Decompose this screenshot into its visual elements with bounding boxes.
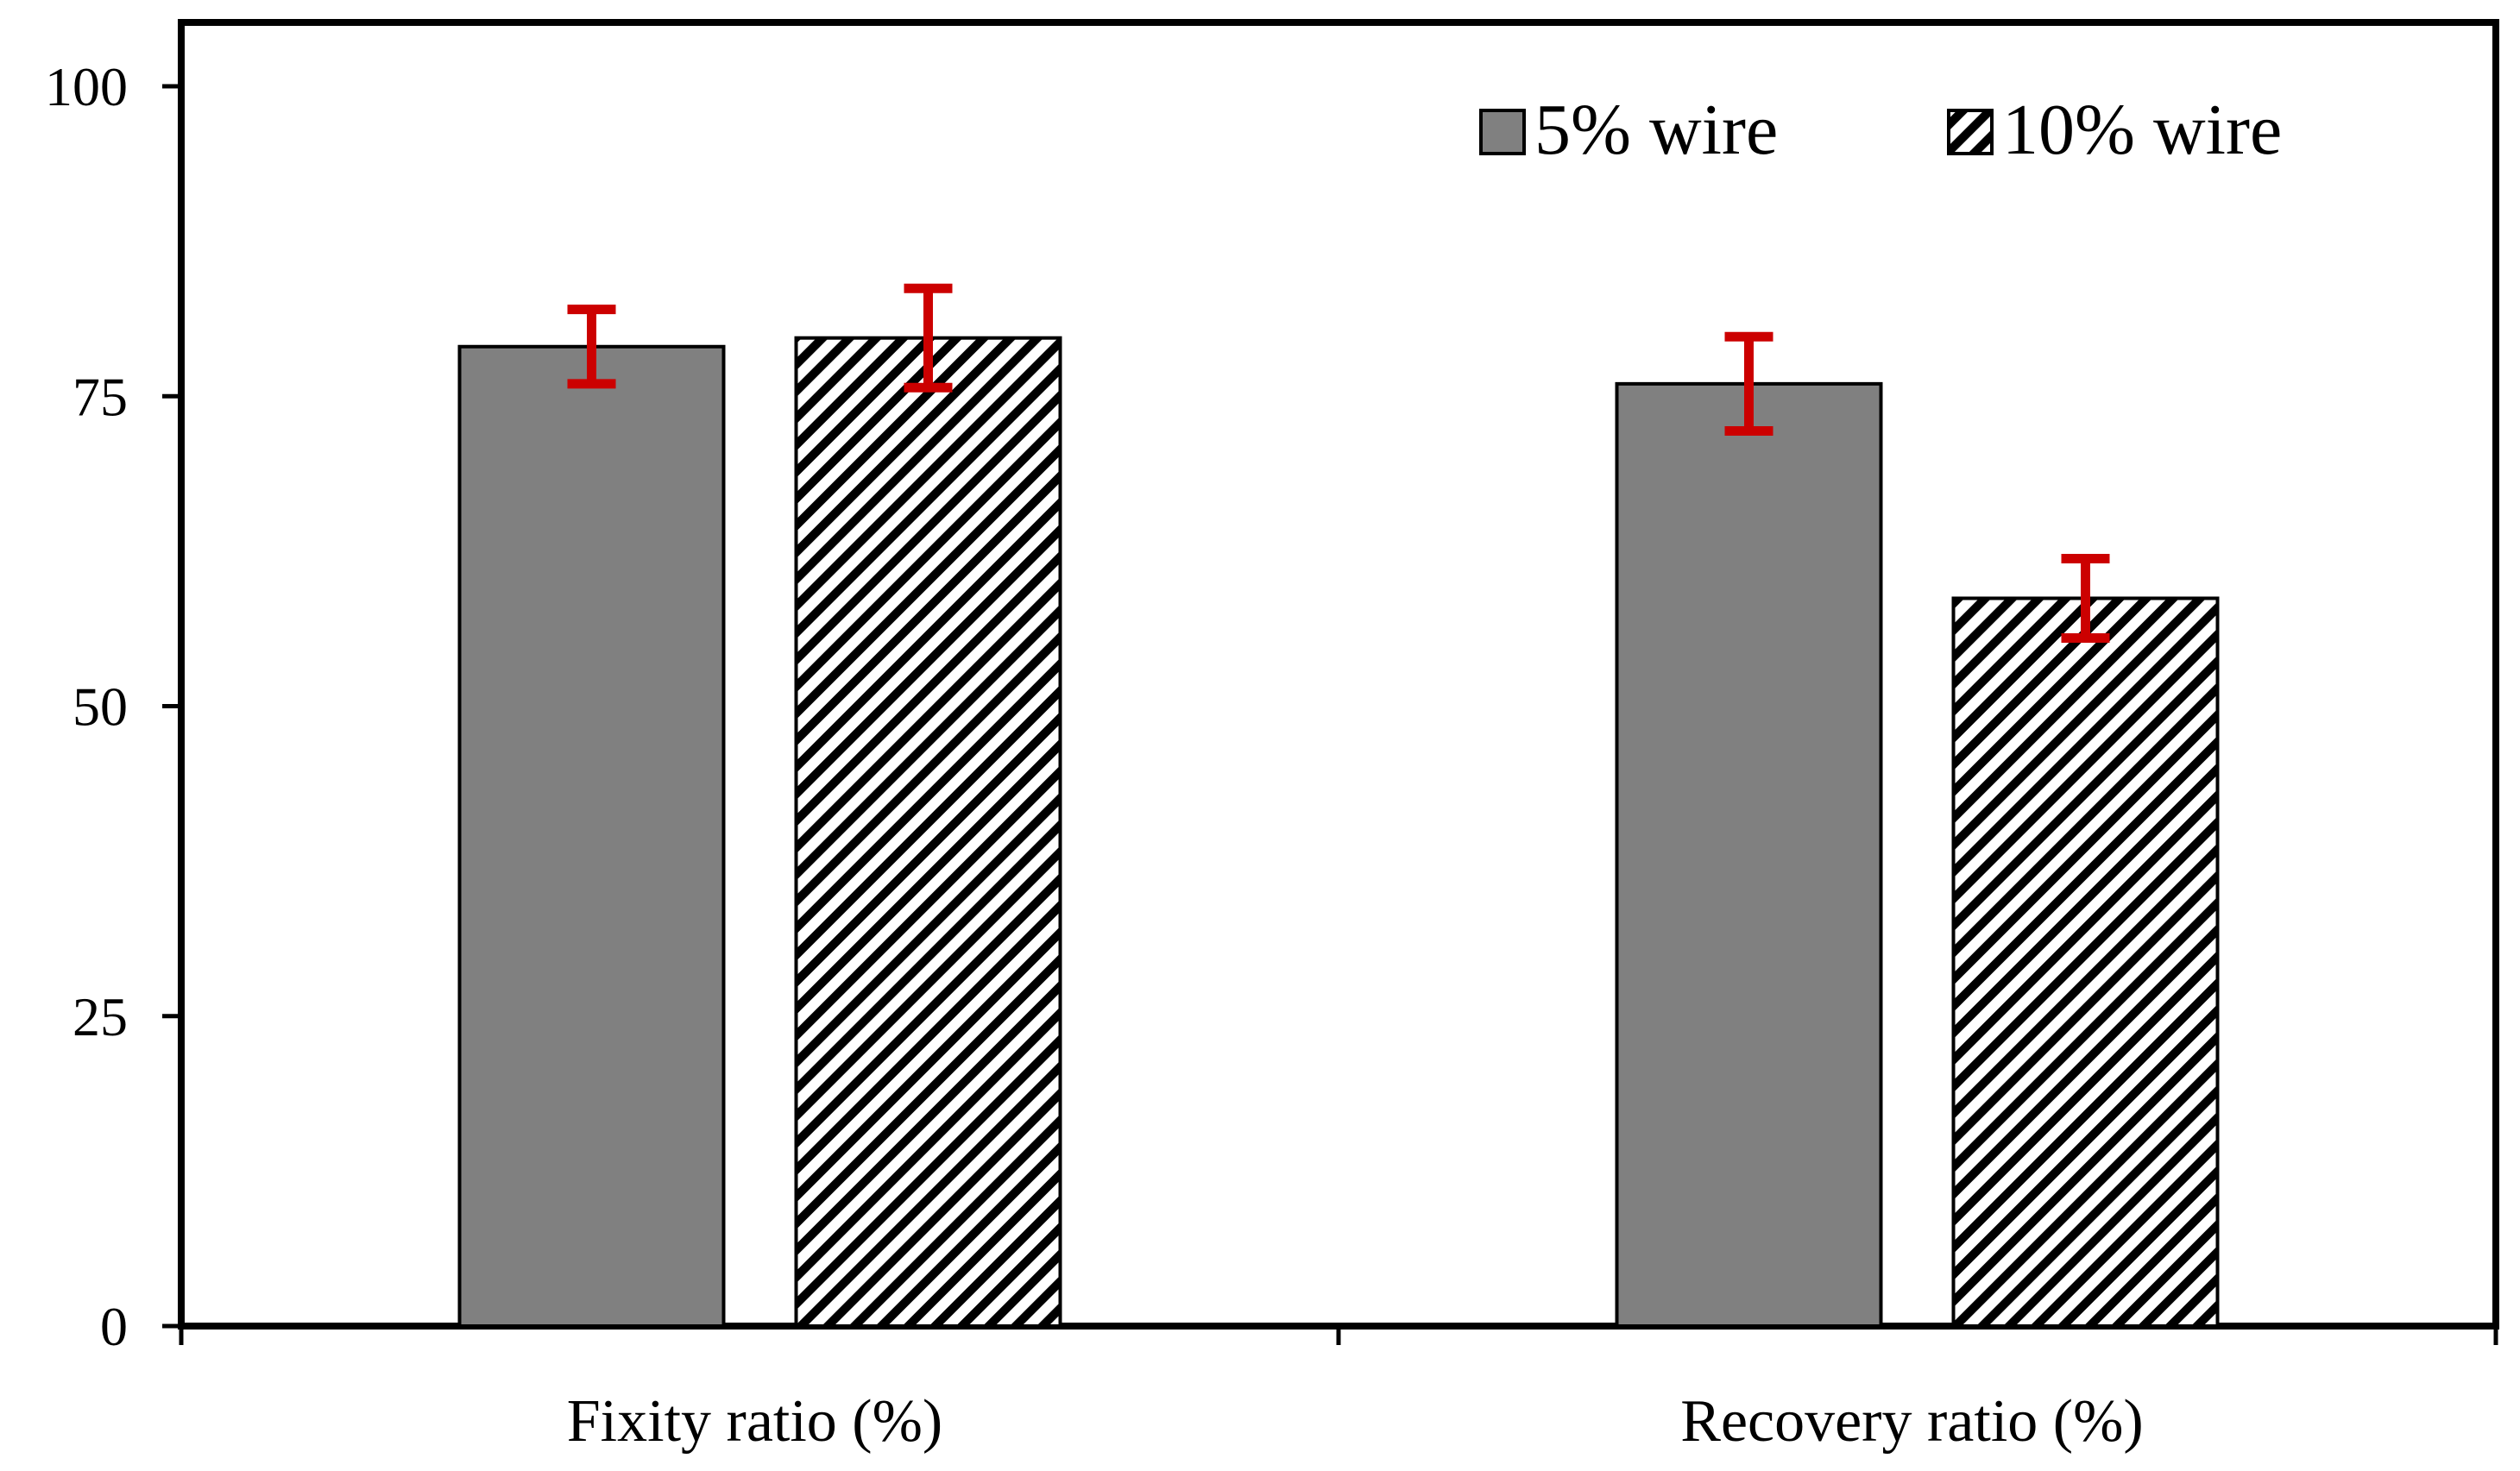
bar-ten-percent-0 bbox=[794, 336, 1062, 1328]
bar-five-percent-0 bbox=[457, 344, 726, 1328]
bar-five-percent-1 bbox=[1615, 381, 1883, 1328]
y-tick-label: 0 bbox=[100, 1296, 128, 1357]
y-tick-label: 100 bbox=[45, 56, 128, 117]
bar-ten-percent-1 bbox=[1951, 596, 2220, 1328]
y-tick-label: 75 bbox=[72, 366, 128, 427]
x-tick-label: Recovery ratio (%) bbox=[1680, 1388, 2143, 1455]
legend-label-1: 10% wire bbox=[2002, 90, 2282, 170]
y-tick-label: 25 bbox=[72, 986, 128, 1047]
legend-label-0: 5% wire bbox=[1534, 90, 1778, 170]
legend-swatch-1 bbox=[1947, 109, 1994, 155]
legend-swatch-0 bbox=[1479, 109, 1526, 155]
y-tick-label: 50 bbox=[72, 676, 128, 738]
x-tick-label: Fixity ratio (%) bbox=[567, 1388, 942, 1455]
